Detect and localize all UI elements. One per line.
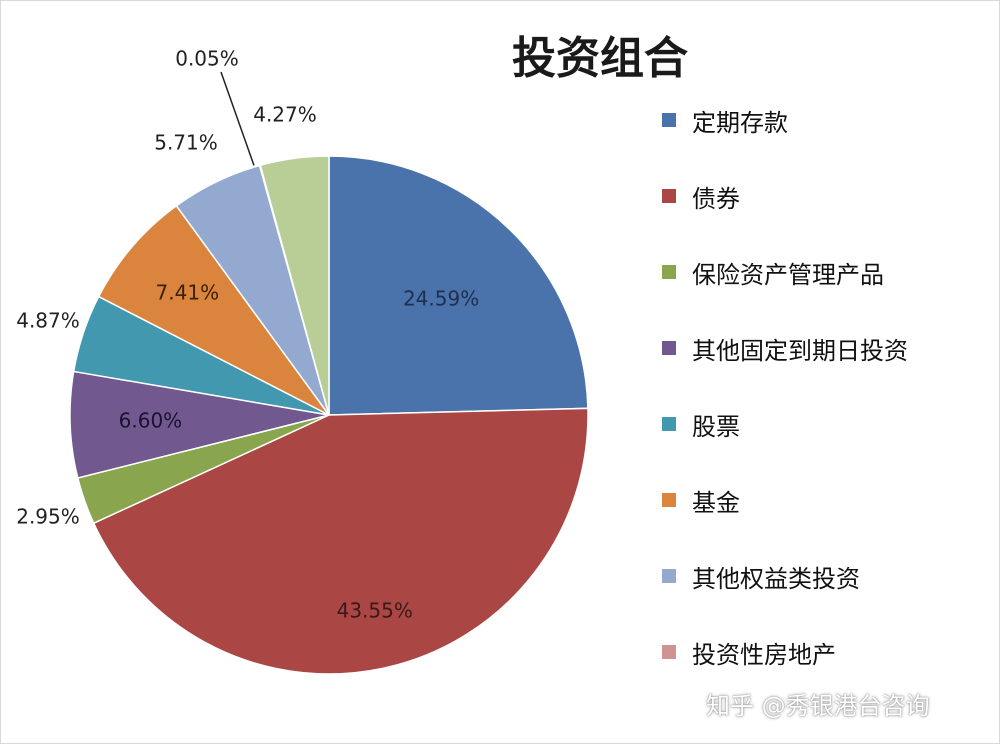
legend-label: 债券 xyxy=(692,184,740,213)
pie-slice xyxy=(92,407,589,675)
legend-item: 债券 xyxy=(662,176,740,216)
legend-swatch xyxy=(662,265,676,279)
legend-label: 保险资产管理产品 xyxy=(692,260,884,289)
legend-swatch xyxy=(662,341,676,355)
legend-swatch xyxy=(662,493,676,507)
legend-label: 其他固定到期日投资 xyxy=(692,336,908,365)
slice-data-label: 0.05% xyxy=(175,47,239,71)
legend-label: 股票 xyxy=(692,412,740,441)
legend-item: 其他权益类投资 xyxy=(662,556,860,596)
pie-slice xyxy=(328,155,589,416)
legend-item: 其他固定到期日投资 xyxy=(662,328,908,368)
slice-data-label: 4.87% xyxy=(16,309,80,333)
slice-data-label: 7.41% xyxy=(156,280,220,304)
legend-label: 定期存款 xyxy=(692,108,788,137)
slice-data-label: 2.95% xyxy=(16,505,80,529)
pie-slice xyxy=(259,155,330,416)
slice-data-label: 6.60% xyxy=(119,408,183,432)
legend-swatch xyxy=(662,645,676,659)
chart-title: 投资组合 xyxy=(512,33,688,84)
legend-item: 定期存款 xyxy=(662,100,788,140)
slice-data-label: 24.59% xyxy=(403,286,479,310)
pie-slice xyxy=(97,204,330,416)
legend-item: 投资性房地产 xyxy=(662,632,836,672)
legend-item: 保险资产管理产品 xyxy=(662,252,884,292)
slice-data-label: 5.71% xyxy=(154,131,218,155)
legend-item: 基金 xyxy=(662,480,740,520)
legend-label: 投资性房地产 xyxy=(692,640,836,669)
legend-swatch xyxy=(662,569,676,583)
watermark-text: 知乎 @秀银港台咨询 xyxy=(706,692,930,720)
legend-swatch xyxy=(662,189,676,203)
slice-data-label: 43.55% xyxy=(337,598,413,622)
legend-label: 基金 xyxy=(692,488,740,517)
legend-item: 股票 xyxy=(662,404,740,444)
leader-line xyxy=(220,71,255,166)
legend-label: 其他权益类投资 xyxy=(692,564,860,593)
pie-slice xyxy=(69,370,330,479)
legend-swatch xyxy=(662,417,676,431)
slice-data-label: 4.27% xyxy=(253,103,317,127)
legend-swatch xyxy=(662,113,676,127)
